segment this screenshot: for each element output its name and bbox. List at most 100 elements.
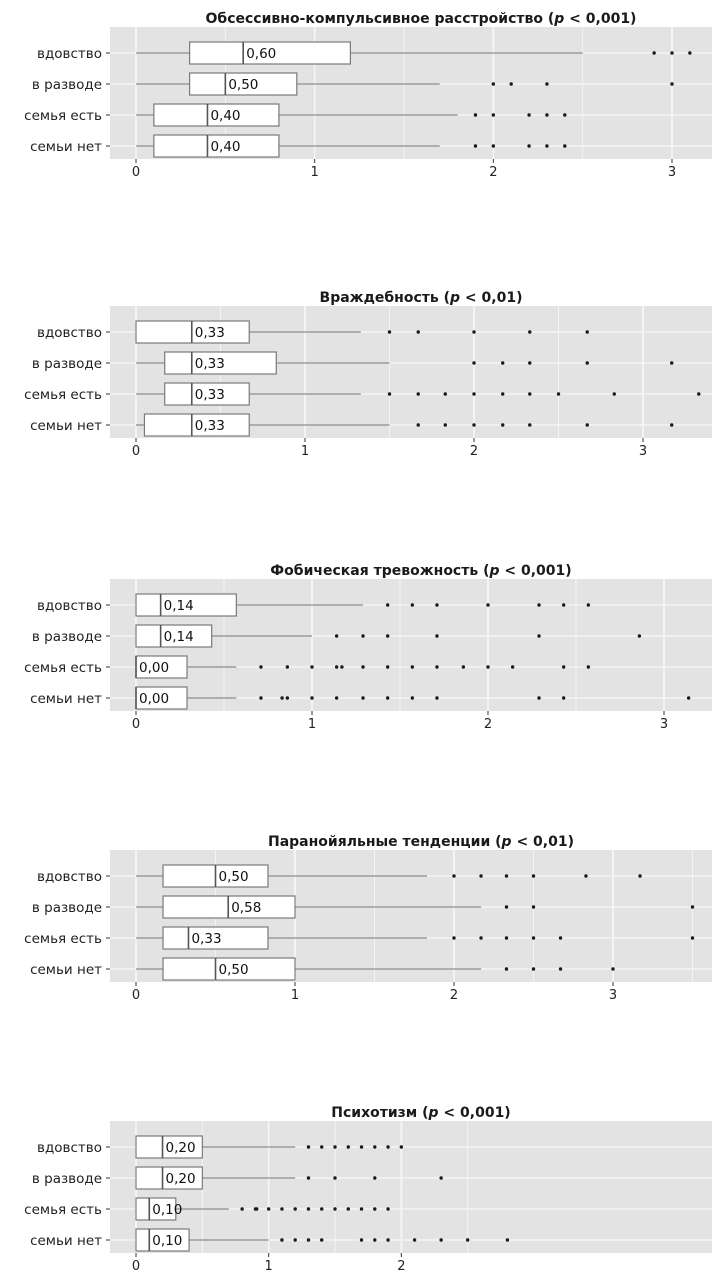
category-label: вдовство	[37, 1140, 102, 1156]
outlier-point	[320, 1238, 324, 1242]
outlier-point	[545, 144, 549, 148]
outlier-point	[320, 1145, 324, 1149]
outlier-point	[410, 603, 415, 607]
outlier-point	[528, 423, 532, 427]
outlier-point	[259, 696, 263, 700]
outlier-point	[361, 696, 365, 700]
chart-title-main: Паранойяльные тенденции (	[268, 834, 502, 850]
outlier-point	[285, 665, 290, 669]
chart-title-tail: < 0,001)	[439, 1105, 511, 1121]
chart-panel-5: Психотизм (p < 0,001) вдовство 0,20 в разво…	[24, 1105, 712, 1274]
x-tick-label: 0	[132, 717, 140, 732]
outlier-point	[527, 113, 531, 117]
outlier-point	[435, 634, 439, 638]
box	[164, 382, 250, 406]
outlier-point	[385, 603, 390, 607]
outlier-point	[416, 330, 420, 334]
x-tick-label: 0	[132, 988, 140, 1003]
outlier-point	[688, 51, 692, 55]
category-label: семья есть	[24, 931, 102, 947]
category-label: семья есть	[24, 387, 102, 403]
chart-title-tail: < 0,001)	[564, 11, 636, 27]
outlier-point	[509, 82, 513, 86]
outlier-point	[637, 634, 642, 638]
outlier-point	[563, 144, 567, 148]
x-tick-label: 1	[291, 988, 299, 1003]
outlier-point	[561, 665, 566, 669]
category-label: вдовство	[37, 46, 102, 62]
outlier-point	[346, 1145, 350, 1149]
outlier-point	[306, 1176, 311, 1180]
outlier-point	[387, 392, 392, 396]
box	[153, 103, 280, 127]
chart-title-main: Обсессивно-компульсивное расстройство (	[206, 11, 555, 27]
chart-title-tail: < 0,01)	[460, 290, 522, 306]
outlier-point	[334, 696, 339, 700]
box	[135, 1166, 203, 1190]
chart-panel-3: Фобическая тревожность (p < 0,001) вдовст…	[24, 563, 712, 732]
outlier-point	[473, 113, 478, 117]
outlier-point	[333, 1176, 337, 1180]
category-label: семьи нет	[30, 139, 102, 155]
outlier-point	[486, 665, 490, 669]
outlier-point	[504, 967, 509, 971]
category-label: семьи нет	[30, 1233, 102, 1249]
box	[135, 1135, 203, 1159]
median-label: 0,20	[166, 1140, 196, 1156]
outlier-point	[501, 392, 505, 396]
outlier-point	[561, 603, 566, 607]
x-tick-label: 1	[308, 717, 316, 732]
outlier-point	[491, 144, 496, 148]
outlier-point	[310, 696, 314, 700]
outlier-point	[359, 1207, 364, 1211]
box	[164, 351, 277, 375]
x-tick-label: 1	[301, 444, 309, 459]
outlier-point	[558, 936, 563, 940]
outlier-point	[310, 665, 314, 669]
box	[189, 72, 298, 96]
median-label: 0,20	[166, 1171, 196, 1187]
outlier-point	[537, 603, 541, 607]
x-tick-label: 3	[660, 717, 668, 732]
outlier-point	[465, 1238, 470, 1242]
outlier-point	[670, 423, 674, 427]
outlier-point	[373, 1176, 377, 1180]
chart-title: Психотизм (p < 0,001)	[331, 1105, 510, 1121]
outlier-point	[385, 634, 390, 638]
outlier-point	[346, 1207, 350, 1211]
outlier-point	[293, 1238, 297, 1242]
chart-panel-1: Обсессивно-компульсивное расстройство (p…	[24, 11, 712, 180]
x-tick-label: 3	[668, 165, 676, 180]
outlier-point	[528, 361, 532, 365]
median-label: 0,33	[191, 931, 221, 947]
chart-title: Фобическая тревожность (p < 0,001)	[270, 563, 571, 579]
category-label: семья есть	[24, 108, 102, 124]
median-label: 0,60	[246, 46, 276, 62]
category-label: в разводе	[32, 77, 102, 93]
outlier-point	[443, 392, 447, 396]
box	[135, 320, 250, 344]
outlier-point	[410, 696, 415, 700]
outlier-point	[505, 1238, 510, 1242]
chart-panel-2: Враждебность (p < 0,01) вдовство 0,33 в раз…	[24, 290, 712, 459]
outlier-point	[240, 1207, 244, 1211]
outlier-point	[479, 936, 483, 940]
outlier-point	[584, 874, 588, 878]
category-label: в разводе	[32, 629, 102, 645]
outlier-point	[491, 82, 496, 86]
outlier-point	[385, 665, 390, 669]
chart-title-p: p	[553, 11, 564, 27]
category-label: семья есть	[24, 1202, 102, 1218]
outlier-point	[399, 1145, 404, 1149]
outlier-point	[690, 936, 695, 940]
x-tick-label: 1	[265, 1259, 273, 1274]
outlier-point	[545, 82, 549, 86]
x-tick-label: 2	[470, 444, 478, 459]
median-label: 0,14	[164, 598, 194, 614]
outlier-point	[473, 144, 478, 148]
category-label: вдовство	[37, 598, 102, 614]
outlier-point	[586, 603, 591, 607]
outlier-point	[472, 392, 476, 396]
outlier-point	[612, 392, 616, 396]
outlier-point	[373, 1145, 377, 1149]
